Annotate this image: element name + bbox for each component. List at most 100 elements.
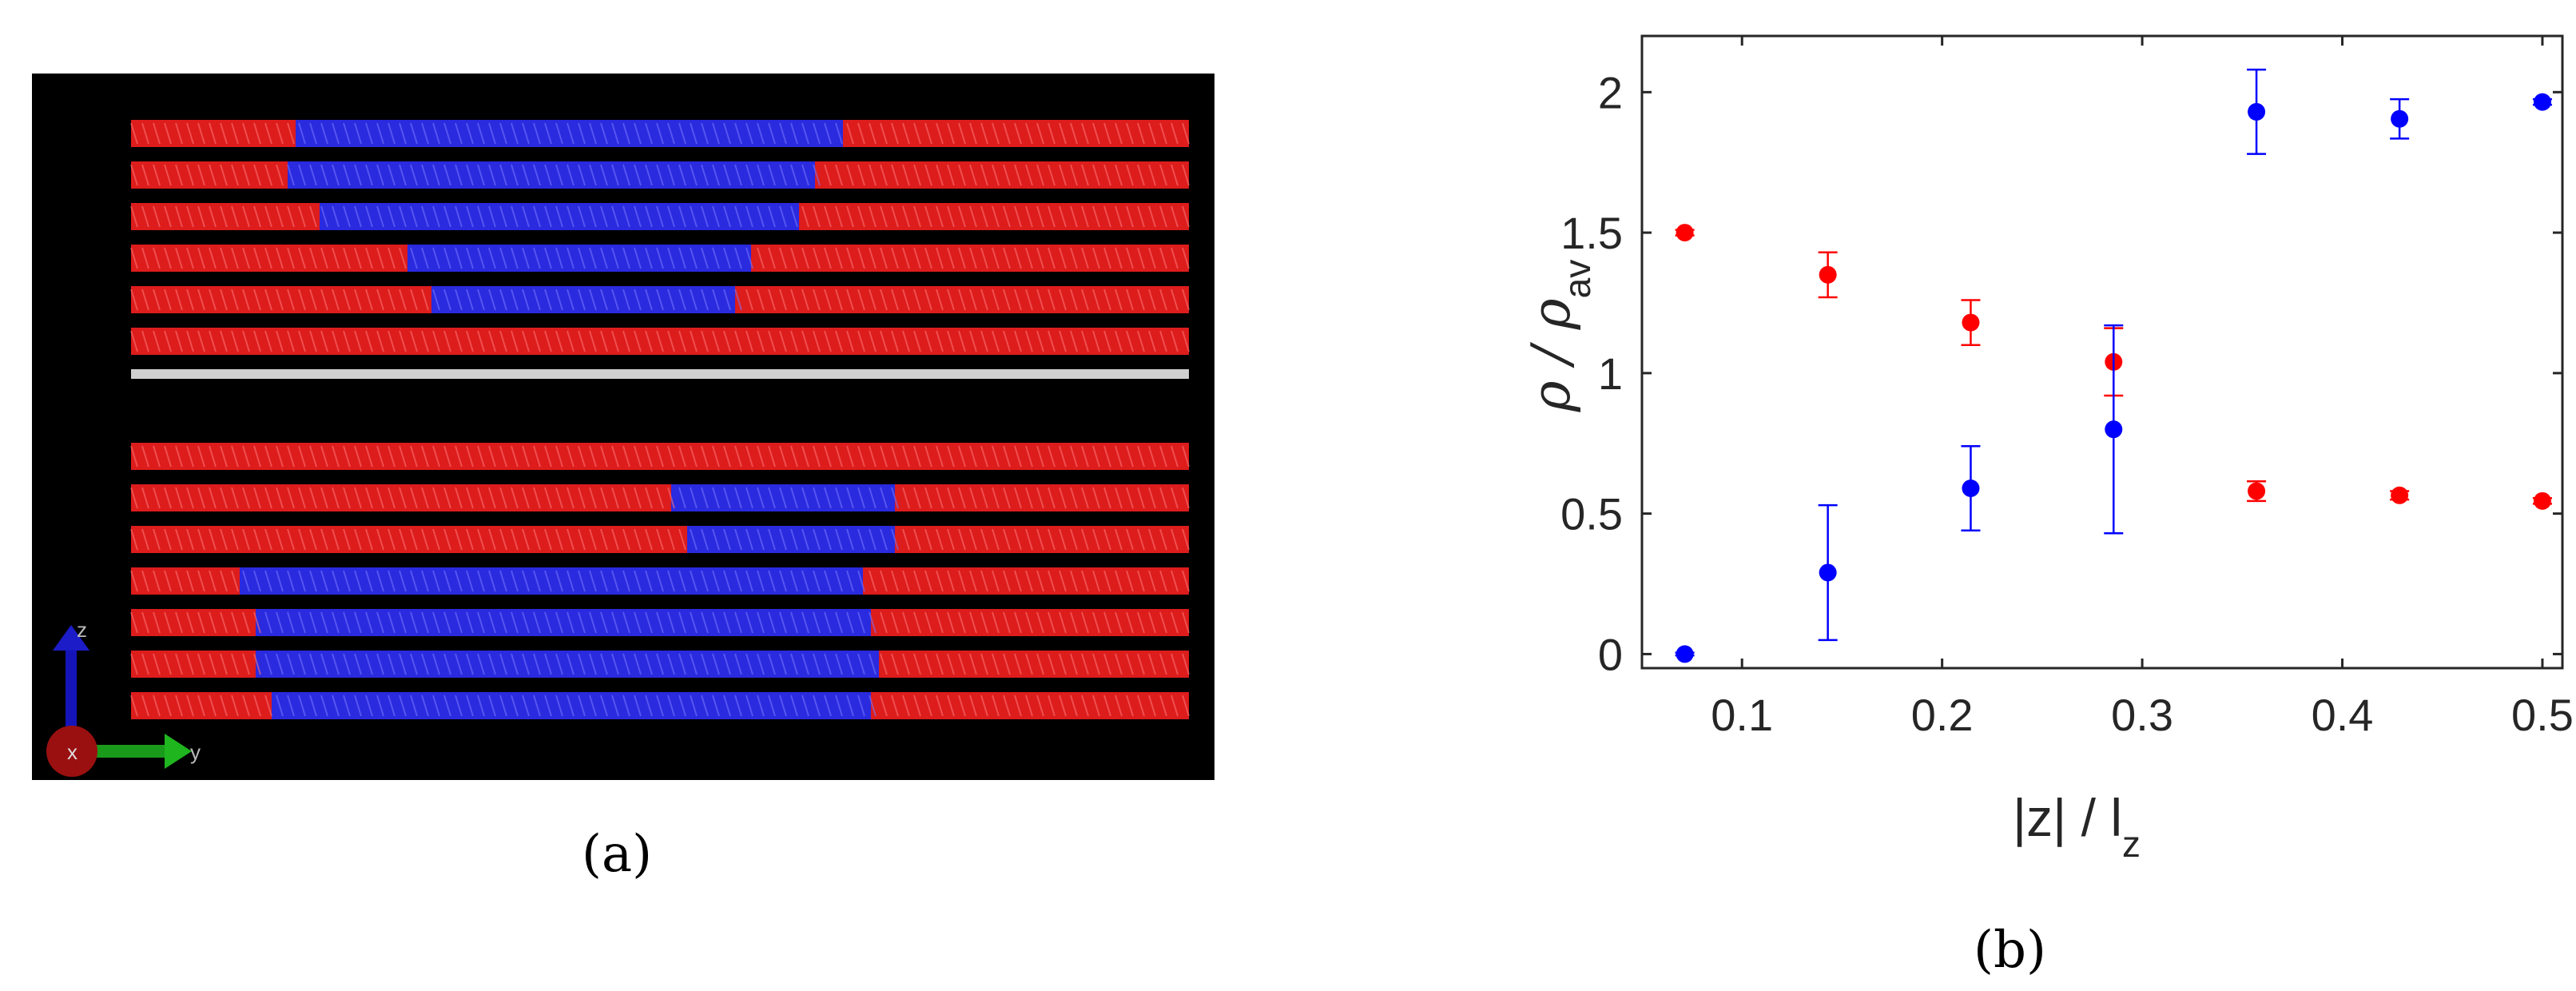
y-axis-arrowhead	[165, 734, 192, 769]
molecule-texture	[365, 611, 373, 634]
molecule-texture	[611, 653, 619, 675]
molecule-texture	[969, 122, 977, 145]
molecule-texture	[141, 611, 149, 634]
molecule-texture	[947, 611, 955, 634]
molecule-texture	[399, 611, 407, 634]
molecule-texture	[958, 247, 966, 269]
molecule-texture	[466, 122, 474, 145]
molecule-texture	[1036, 611, 1044, 634]
molecule-texture	[969, 289, 977, 311]
molecule-texture	[197, 445, 205, 468]
molecule-texture	[555, 694, 563, 717]
molecule-layers	[130, 120, 1190, 719]
molecule-texture	[779, 445, 787, 468]
molecule-texture	[768, 570, 776, 592]
molecule-texture	[701, 289, 709, 311]
molecule-texture	[1092, 289, 1100, 311]
molecule-texture	[969, 487, 977, 509]
molecule-texture	[231, 653, 239, 675]
molecule-texture	[220, 122, 228, 145]
molecule-texture	[846, 653, 854, 675]
molecule-texture	[634, 570, 642, 592]
molecule-texture	[410, 694, 418, 717]
molecule-texture	[701, 611, 709, 634]
molecule-texture	[980, 289, 988, 311]
molecule-texture	[634, 247, 642, 269]
molecule-texture	[578, 487, 586, 509]
molecule-texture	[220, 205, 228, 228]
y-tick-label: 0.5	[1560, 489, 1623, 539]
molecule-texture	[388, 289, 396, 311]
molecule-texture	[220, 528, 228, 551]
molecule-texture	[589, 330, 597, 352]
molecule-texture	[499, 694, 507, 717]
molecule-texture	[1070, 205, 1078, 228]
molecule-texture	[578, 694, 586, 717]
molecule-texture	[455, 330, 463, 352]
molecule-texture	[309, 164, 317, 186]
molecule-texture	[287, 570, 295, 592]
molecule-texture	[399, 528, 407, 551]
molecule-texture	[1081, 247, 1089, 269]
molecule-texture	[701, 445, 709, 468]
molecule-texture	[857, 205, 865, 228]
molecule-texture	[589, 445, 597, 468]
molecule-texture	[186, 247, 194, 269]
molecule-texture	[455, 289, 463, 311]
molecule-texture	[611, 445, 619, 468]
molecule-texture	[1148, 570, 1156, 592]
y-tick-label: 0	[1598, 629, 1623, 679]
molecule-texture	[164, 487, 172, 509]
molecule-texture	[1137, 611, 1145, 634]
molecule-texture	[175, 330, 183, 352]
molecule-texture	[1047, 164, 1055, 186]
molecule-texture	[913, 122, 921, 145]
molecule-texture	[544, 445, 552, 468]
molecule-texture	[835, 122, 843, 145]
x-axis-label: x	[67, 740, 78, 764]
molecule-texture	[276, 247, 284, 269]
molecule-texture	[466, 247, 474, 269]
molecule-texture	[499, 528, 507, 551]
molecule-texture	[1036, 570, 1044, 592]
molecule-texture	[365, 122, 373, 145]
molecule-texture	[936, 653, 944, 675]
molecule-texture	[566, 205, 574, 228]
molecule-texture	[768, 289, 776, 311]
molecule-texture	[958, 445, 966, 468]
molecule-texture	[253, 289, 261, 311]
molecule-texture	[1137, 122, 1145, 145]
molecule-texture	[678, 445, 686, 468]
molecule-texture	[880, 445, 888, 468]
molecule-texture	[924, 528, 932, 551]
molecule-texture	[153, 694, 161, 717]
molecule-texture	[1126, 653, 1134, 675]
molecule-texture	[835, 247, 843, 269]
molecule-texture	[1003, 330, 1011, 352]
molecule-texture	[745, 528, 753, 551]
molecule-texture	[589, 611, 597, 634]
molecule-texture	[790, 694, 798, 717]
molecule-texture	[701, 487, 709, 509]
molecule-texture	[253, 487, 261, 509]
molecule-texture	[790, 445, 798, 468]
molecule-texture	[1103, 289, 1111, 311]
molecule-texture	[522, 164, 530, 186]
molecule-texture	[768, 528, 776, 551]
molecule-texture	[130, 247, 138, 269]
molecule-texture	[388, 164, 396, 186]
molecule-texture	[1115, 570, 1123, 592]
molecule-texture	[712, 330, 720, 352]
molecule-texture	[824, 528, 832, 551]
molecule-texture	[1092, 653, 1100, 675]
molecule-texture	[656, 164, 664, 186]
plot-marks	[1675, 68, 2552, 663]
molecule-texture	[141, 205, 149, 228]
molecule-texture	[477, 164, 485, 186]
molecule-texture	[399, 164, 407, 186]
molecule-texture	[197, 611, 205, 634]
molecule-texture	[566, 445, 574, 468]
molecule-texture	[264, 164, 272, 186]
molecule-texture	[1025, 122, 1033, 145]
z-axis-label: z	[77, 618, 87, 642]
